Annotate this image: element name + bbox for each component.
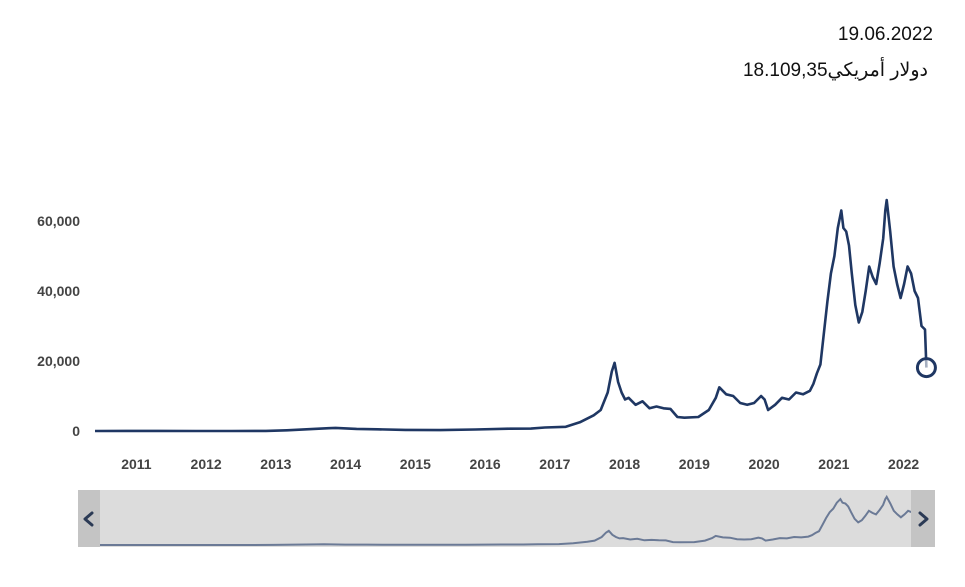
y-tick-label: 20,000 xyxy=(37,353,80,369)
navigator-right-handle[interactable] xyxy=(911,490,935,547)
x-tick-label: 2016 xyxy=(470,456,501,472)
y-tick-label: 40,000 xyxy=(37,283,80,299)
x-tick-label: 2013 xyxy=(260,456,291,472)
x-tick-label: 2014 xyxy=(330,456,361,472)
navigator-line xyxy=(78,494,929,546)
tooltip-value: 18.109,35دولار أمريكي xyxy=(743,59,933,82)
chevron-right-icon[interactable] xyxy=(918,511,929,527)
x-tick-label: 2018 xyxy=(609,456,640,472)
x-tick-label: 2017 xyxy=(539,456,570,472)
navigator-left-handle[interactable] xyxy=(78,490,100,547)
y-axis: 0 20,000 40,000 60,000 xyxy=(37,213,80,439)
current-point-marker xyxy=(915,357,937,379)
chevron-left-icon[interactable] xyxy=(83,511,94,527)
tooltip-value-unit: دولار أمريكي xyxy=(827,60,928,81)
y-tick-label: 0 xyxy=(72,423,80,439)
x-tick-label: 2021 xyxy=(818,456,849,472)
tooltip-date: 19.06.2022 xyxy=(837,24,933,45)
navigator[interactable] xyxy=(78,490,935,547)
x-tick-label: 2022 xyxy=(888,456,919,472)
x-axis: 2011 2012 2013 2014 2015 2016 2017 2018 2019 2020… xyxy=(121,456,919,472)
tooltip-value-number: 18.109,35 xyxy=(742,60,828,81)
x-tick-label: 2019 xyxy=(679,456,710,472)
x-tick-label: 2012 xyxy=(191,456,222,472)
price-line xyxy=(94,198,928,433)
x-tick-label: 2020 xyxy=(749,456,780,472)
y-tick-label: 60,000 xyxy=(37,213,80,229)
navigator-range[interactable] xyxy=(78,490,935,547)
x-tick-label: 2011 xyxy=(121,456,152,472)
x-tick-label: 2015 xyxy=(400,456,431,472)
